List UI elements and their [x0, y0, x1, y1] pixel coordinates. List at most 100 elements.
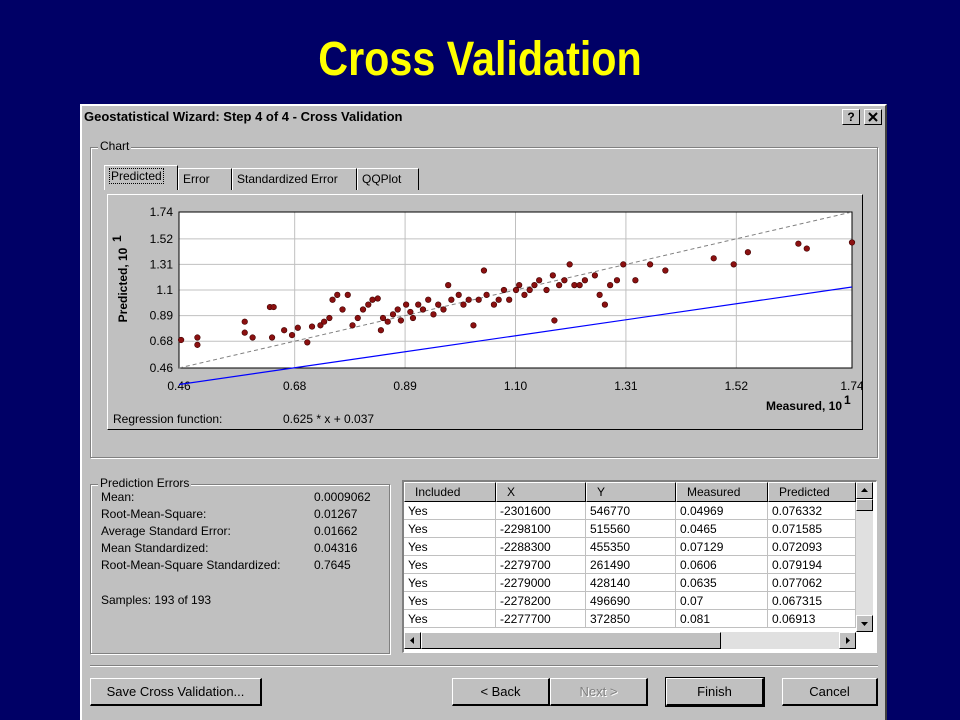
error-value: 0.01662 [314, 524, 358, 538]
data-point [281, 327, 288, 334]
group-label: Chart [98, 139, 132, 153]
table-cell: 428140 [586, 574, 676, 592]
column-header[interactable]: Y [586, 482, 676, 502]
tab[interactable]: QQPlot [357, 168, 419, 190]
regression-formula: 0.625 * x + 0.037 [283, 412, 374, 426]
data-point [848, 239, 856, 246]
data-point [304, 339, 311, 346]
column-header[interactable]: Predicted [768, 482, 856, 502]
table-cell: 0.079194 [768, 556, 856, 574]
data-point [543, 286, 550, 294]
data-point [620, 261, 627, 268]
table-cell: -2277700 [496, 610, 586, 628]
data-point [374, 295, 381, 302]
arrow [861, 622, 868, 626]
data-point [268, 334, 276, 341]
y-tick-label: 1.52 [150, 232, 174, 246]
y-axis-label: Predicted, 10 [116, 247, 130, 322]
table-cell: 455350 [586, 538, 676, 556]
table-cell: Yes [404, 610, 496, 628]
data-point [317, 322, 324, 329]
table-cell: Yes [404, 520, 496, 538]
column-header[interactable]: Measured [676, 482, 768, 502]
data-point [369, 296, 376, 303]
tab[interactable]: Predicted [104, 165, 178, 190]
errors-group [90, 484, 390, 654]
data-point [551, 317, 558, 324]
tab-label: Predicted [109, 168, 164, 184]
samples: Samples: 193 of 193 [101, 593, 212, 607]
scroll-down[interactable] [856, 615, 873, 632]
data-point [556, 282, 563, 289]
y-axis-label-group: Predicted, 10 1 [110, 235, 130, 322]
data-point [326, 314, 333, 322]
data-point [379, 314, 387, 322]
table-cell: Yes [404, 592, 496, 610]
cancel-button[interactable]: Cancel [782, 678, 878, 706]
column-header[interactable]: X [496, 482, 586, 502]
close-icon [868, 112, 878, 122]
scroll-left[interactable] [404, 632, 421, 649]
data-point [365, 301, 372, 308]
save-button[interactable]: Save Cross Validation... [90, 678, 262, 706]
data-point [409, 314, 417, 322]
data-point [455, 291, 462, 298]
data-point [241, 329, 248, 336]
column-header[interactable]: Included [404, 482, 496, 502]
data-point [480, 267, 488, 274]
plot-frame [178, 211, 853, 369]
data-point [377, 327, 385, 334]
close-button[interactable] [864, 109, 882, 125]
tab[interactable]: Standardized Error [232, 168, 357, 190]
table-cell: 0.076332 [768, 502, 856, 520]
y-tick-label: 0.46 [150, 361, 174, 375]
table-cell: 546770 [586, 502, 676, 520]
table-cell: 515560 [586, 520, 676, 538]
y-tick-label: 1.1 [156, 283, 173, 297]
data-point [613, 277, 621, 284]
data-point [397, 317, 404, 324]
data-point [803, 245, 810, 252]
table-cell: Yes [404, 556, 496, 574]
back-button[interactable]: < Back [452, 678, 550, 706]
data-point [415, 301, 422, 308]
table-cell: 0.0465 [676, 520, 768, 538]
error-value: 0.0009062 [314, 490, 371, 504]
regression-line [178, 286, 853, 386]
table-cell: Yes [404, 538, 496, 556]
data-point [632, 277, 639, 284]
x-tick-label: 0.46 [167, 379, 191, 393]
data-point [465, 296, 472, 303]
arrow-icon [846, 637, 850, 644]
table-cell: Yes [404, 502, 496, 520]
data-point [349, 322, 356, 329]
data-point [394, 306, 401, 313]
data-point [490, 301, 498, 308]
errors-list: Mean: 0.0009062 Root-Mean-Square: 0.01267 Av… [101, 490, 386, 650]
error-value: 0.7645 [314, 558, 351, 572]
data-point [710, 255, 717, 262]
table-cell: 0.04969 [676, 502, 768, 520]
data-point [483, 291, 490, 298]
tab[interactable]: Error [178, 168, 232, 190]
data-point [384, 318, 391, 325]
help-button[interactable]: ? [842, 109, 860, 125]
arrow-icon [861, 622, 868, 626]
data-point [359, 306, 367, 313]
scroll-right[interactable] [839, 632, 856, 649]
scroll-up[interactable] [856, 482, 873, 499]
data-point [475, 296, 482, 303]
data-point [288, 331, 296, 339]
table-cell: 0.07 [676, 592, 768, 610]
finish-button[interactable]: Finish [665, 677, 765, 707]
arrow [846, 637, 850, 644]
tab-label: QQPlot [362, 172, 402, 186]
data-point [470, 322, 477, 329]
data-point [795, 240, 802, 247]
data-point [344, 291, 351, 298]
table-cell: 0.0606 [676, 556, 768, 574]
x-tick-label: 1.74 [840, 379, 862, 393]
data-point [576, 282, 583, 289]
x-axis-label: Measured, 10 [766, 399, 842, 413]
